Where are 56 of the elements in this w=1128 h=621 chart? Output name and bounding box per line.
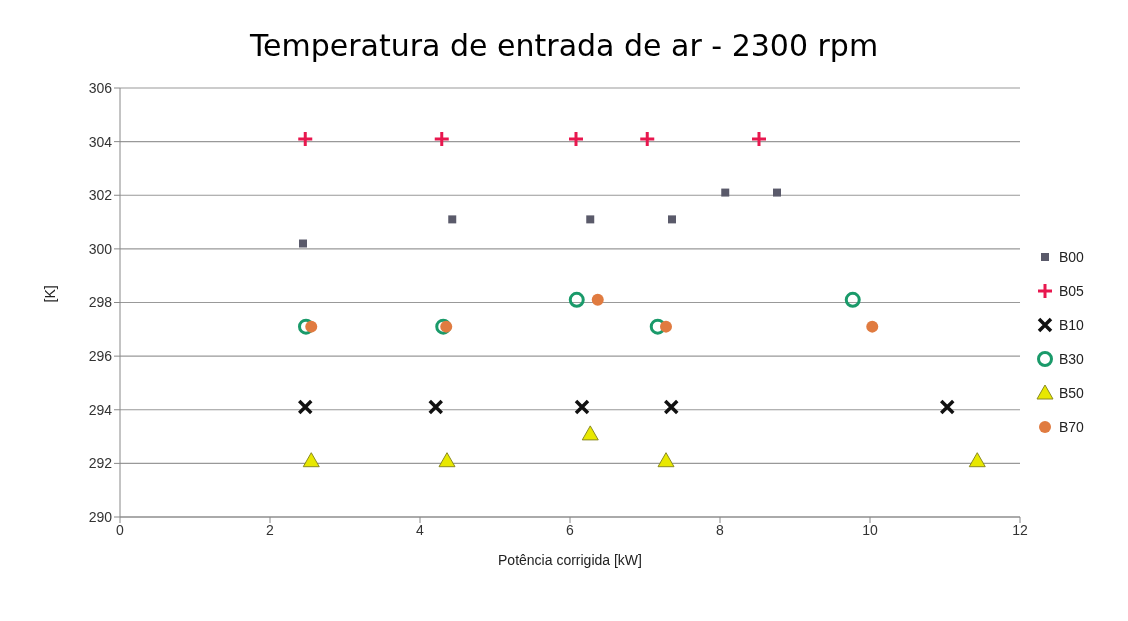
point — [298, 318, 314, 335]
legend-label: B05 — [1059, 283, 1084, 299]
point — [567, 130, 585, 148]
y-tick-label: 290 — [88, 508, 113, 525]
y-tick-label: 292 — [88, 455, 113, 472]
point — [649, 318, 666, 335]
point — [574, 399, 590, 415]
point — [438, 452, 456, 468]
point — [433, 130, 451, 148]
legend-label: B00 — [1059, 249, 1084, 265]
y-tick-label: 298 — [88, 294, 113, 311]
point — [968, 452, 986, 468]
x-tick-label: 2 — [266, 521, 275, 538]
point — [435, 318, 452, 335]
point — [428, 399, 444, 415]
point — [638, 130, 656, 148]
point — [581, 425, 599, 441]
point — [305, 320, 318, 333]
point — [586, 215, 595, 224]
point — [660, 320, 672, 333]
y-tick-label: 296 — [88, 348, 113, 365]
point — [939, 399, 955, 415]
y-axis-title: [K] — [41, 285, 58, 303]
point — [657, 452, 675, 468]
point — [591, 293, 604, 306]
point — [773, 188, 781, 197]
y-tick-label: 300 — [88, 240, 113, 257]
x-tick-label: 4 — [416, 521, 425, 538]
point — [721, 188, 730, 197]
point — [440, 320, 453, 333]
point — [299, 239, 307, 248]
point — [663, 399, 679, 415]
y-tick-label: 306 — [88, 79, 113, 96]
y-tick-label: 302 — [88, 187, 113, 204]
legend-label: B50 — [1059, 385, 1084, 401]
x-tick-label: 10 — [862, 521, 878, 538]
point — [568, 291, 585, 308]
point — [750, 130, 768, 148]
point — [296, 130, 314, 148]
x-axis-title: Potência corrigida [kW] — [498, 552, 642, 568]
point — [844, 291, 861, 308]
point — [866, 320, 879, 333]
point — [302, 452, 320, 468]
legend-label: B70 — [1059, 419, 1084, 435]
y-tick-label: 294 — [88, 401, 113, 418]
x-tick-label: 6 — [566, 521, 575, 538]
y-tick-label: 304 — [88, 133, 113, 150]
chart-title: Temperatura de entrada de ar - 2300 rpm — [248, 28, 880, 63]
x-tick-label: 12 — [1012, 521, 1028, 538]
x-tick-label: 0 — [116, 521, 125, 538]
x-tick-label: 8 — [716, 521, 725, 538]
legend-label: B10 — [1059, 317, 1084, 333]
point — [668, 215, 676, 224]
point — [448, 215, 457, 224]
point — [297, 399, 313, 415]
legend-label: B30 — [1059, 351, 1084, 367]
